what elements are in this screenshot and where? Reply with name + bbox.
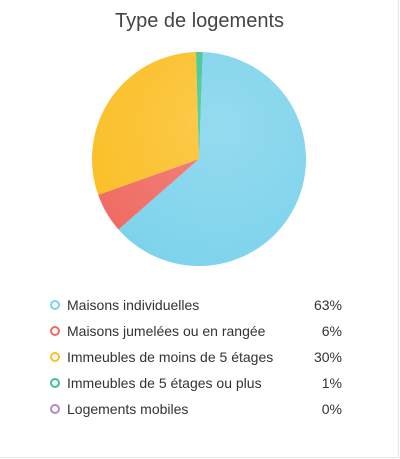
legend-item[interactable]: Maisons individuelles 63% — [50, 292, 342, 318]
legend-item[interactable]: Immeubles de 5 étages ou plus 1% — [50, 370, 342, 396]
chart-legend: Maisons individuelles 63% Maisons jumelées… — [50, 292, 342, 422]
legend-value: 1% — [321, 375, 342, 391]
legend-value: 6% — [321, 323, 342, 339]
legend-label: Immeubles de 5 étages ou plus — [67, 375, 262, 391]
legend-marker-icon — [50, 326, 60, 336]
legend-item[interactable]: Logements mobiles 0% — [50, 396, 342, 422]
legend-marker-icon — [50, 300, 60, 310]
pie-chart — [92, 51, 306, 267]
legend-label: Maisons jumelées ou en rangée — [67, 323, 266, 339]
legend-value: 30% — [313, 349, 342, 365]
pie-container — [92, 51, 306, 267]
legend-marker-icon — [50, 404, 60, 414]
legend-value: 63% — [313, 297, 342, 313]
legend-item[interactable]: Immeubles de moins de 5 étages 30% — [50, 344, 342, 370]
legend-label: Logements mobiles — [67, 401, 189, 417]
legend-label: Maisons individuelles — [67, 297, 200, 313]
chart-title: Type de logements — [115, 10, 284, 32]
legend-value: 0% — [321, 401, 342, 417]
legend-marker-icon — [50, 378, 60, 388]
legend-label: Immeubles de moins de 5 étages — [67, 349, 274, 365]
legend-item[interactable]: Maisons jumelées ou en rangée 6% — [50, 318, 342, 344]
legend-marker-icon — [50, 352, 60, 362]
